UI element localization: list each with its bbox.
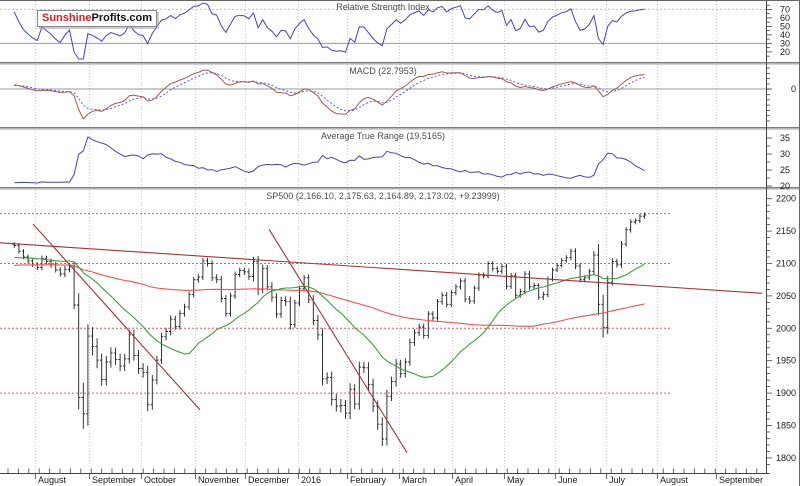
x-axis-label: November: [198, 475, 240, 485]
price-axis-label: 1900: [776, 388, 796, 398]
sunshineprofits-logo: SunshineProfits.com: [37, 10, 158, 27]
atr-line: [14, 136, 645, 184]
x-axis-label: March: [402, 475, 427, 485]
price-axis-label: 2200: [776, 194, 796, 204]
macd-line: [14, 69, 645, 120]
rsi-axis-label: 20: [780, 47, 790, 57]
price-axis-label: 1850: [776, 421, 796, 431]
x-axis-label: July: [609, 475, 626, 485]
rsi-axis-label: 50: [780, 21, 790, 31]
price-axis-label: 2150: [776, 226, 796, 236]
atr-axis-label: 20: [780, 181, 790, 191]
x-axis-label: 2016: [301, 475, 321, 485]
x-axis-label: September: [719, 475, 763, 485]
price-axis-label: 2050: [776, 291, 796, 301]
price-axis-label: 1950: [776, 356, 796, 366]
atr-axis-label: 30: [780, 149, 790, 159]
price-axis-label: 1800: [776, 453, 796, 463]
price-axis-label: 2000: [776, 323, 796, 333]
rsi-axis-label: 40: [780, 30, 790, 40]
logo-suffix: Profits.com: [91, 12, 153, 24]
rsi-axis-label: 30: [780, 38, 790, 48]
macd-signal-line: [14, 72, 645, 112]
rsi-line: [13, 2, 645, 60]
x-axis-label: December: [248, 475, 290, 485]
sma200-line: [14, 264, 645, 327]
x-axis-label: April: [455, 475, 473, 485]
logo-brand: Sunshine: [42, 12, 92, 24]
x-axis-label: June: [558, 475, 578, 485]
x-axis-label: February: [350, 475, 387, 485]
atr-axis-label: 25: [780, 165, 790, 175]
panel-separator: [0, 63, 799, 65]
x-axis-label: May: [507, 475, 525, 485]
ohlc-bars: [12, 212, 647, 446]
panel-separator: [0, 62, 799, 63]
price-axis-label: 2100: [776, 259, 796, 269]
sma50-line: [14, 256, 645, 378]
x-axis-label: October: [144, 475, 176, 485]
panel-separator: [0, 127, 799, 128]
rsi-axis-label: 70: [780, 4, 790, 14]
panel-separator: [0, 128, 799, 130]
x-axis-label: September: [92, 475, 136, 485]
panel-separator: [0, 187, 799, 188]
macd-axis-label: 0: [791, 84, 796, 94]
trendline: [268, 228, 408, 453]
trendline: [32, 223, 201, 411]
atr-axis-label: 35: [780, 133, 790, 143]
panel-separator: [0, 188, 799, 190]
x-axis-label: August: [38, 475, 67, 485]
rsi-axis-label: 60: [780, 13, 790, 23]
x-axis-label: August: [660, 475, 689, 485]
trendline: [0, 242, 763, 294]
